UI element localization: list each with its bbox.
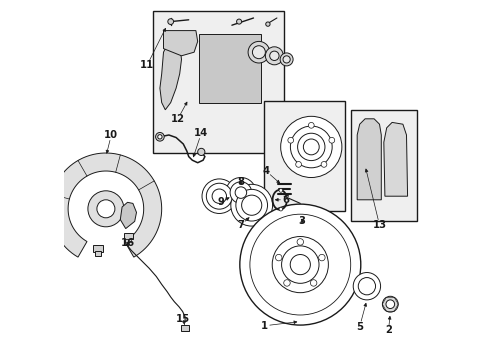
Bar	[152, 11, 284, 153]
Circle shape	[303, 139, 319, 155]
Circle shape	[289, 255, 310, 275]
Circle shape	[252, 46, 265, 59]
Bar	[264, 101, 345, 211]
Circle shape	[328, 138, 334, 143]
Polygon shape	[120, 202, 136, 229]
Text: 14: 14	[194, 128, 208, 138]
Circle shape	[280, 116, 341, 177]
Text: 7: 7	[237, 220, 244, 230]
Polygon shape	[160, 38, 181, 110]
Bar	[199, 34, 260, 103]
Text: 11: 11	[140, 60, 154, 70]
Text: 1: 1	[260, 321, 267, 331]
Circle shape	[241, 195, 261, 215]
Circle shape	[239, 204, 360, 325]
Text: 9: 9	[217, 197, 224, 207]
Circle shape	[225, 177, 256, 208]
Circle shape	[97, 200, 115, 218]
Circle shape	[272, 237, 328, 293]
Text: 13: 13	[372, 220, 386, 230]
Circle shape	[385, 300, 394, 309]
Circle shape	[206, 183, 232, 209]
Polygon shape	[383, 122, 407, 196]
Circle shape	[265, 22, 269, 26]
Text: 15: 15	[176, 314, 190, 324]
Circle shape	[230, 184, 272, 226]
Bar	[123, 233, 133, 239]
Circle shape	[318, 255, 325, 261]
Bar	[181, 325, 189, 331]
Circle shape	[236, 19, 241, 24]
Circle shape	[158, 135, 162, 139]
Bar	[93, 245, 103, 252]
Text: 5: 5	[355, 321, 363, 332]
Circle shape	[295, 162, 301, 167]
Circle shape	[287, 138, 293, 143]
Circle shape	[202, 179, 236, 213]
Bar	[350, 110, 416, 221]
Circle shape	[197, 148, 204, 156]
Text: 2: 2	[384, 325, 391, 336]
Text: 8: 8	[237, 177, 244, 187]
Circle shape	[279, 189, 282, 192]
Circle shape	[279, 207, 282, 211]
Circle shape	[281, 246, 318, 283]
Text: 6: 6	[282, 195, 289, 205]
Circle shape	[269, 51, 279, 60]
Circle shape	[290, 126, 331, 168]
Text: 12: 12	[170, 114, 184, 124]
Polygon shape	[163, 31, 197, 56]
Circle shape	[265, 47, 283, 65]
Circle shape	[212, 189, 226, 203]
Bar	[125, 239, 131, 242]
Circle shape	[230, 182, 251, 203]
Circle shape	[308, 122, 313, 128]
Circle shape	[283, 280, 289, 286]
Circle shape	[310, 280, 316, 286]
Circle shape	[352, 273, 380, 300]
Circle shape	[297, 133, 325, 161]
Circle shape	[235, 189, 267, 221]
Circle shape	[275, 255, 282, 261]
Circle shape	[358, 278, 375, 295]
Text: 4: 4	[262, 166, 269, 176]
Text: 16: 16	[120, 238, 134, 248]
Circle shape	[167, 19, 173, 24]
Circle shape	[88, 191, 123, 227]
Polygon shape	[50, 153, 162, 257]
Circle shape	[382, 296, 397, 312]
Polygon shape	[356, 119, 381, 200]
Circle shape	[235, 187, 246, 198]
Circle shape	[249, 214, 350, 315]
Circle shape	[283, 56, 289, 63]
Circle shape	[280, 53, 292, 66]
Circle shape	[247, 41, 269, 63]
Circle shape	[155, 132, 164, 141]
Circle shape	[321, 162, 326, 167]
Text: 3: 3	[298, 216, 305, 226]
Bar	[95, 251, 101, 256]
Text: 10: 10	[104, 130, 118, 140]
Circle shape	[296, 239, 303, 245]
